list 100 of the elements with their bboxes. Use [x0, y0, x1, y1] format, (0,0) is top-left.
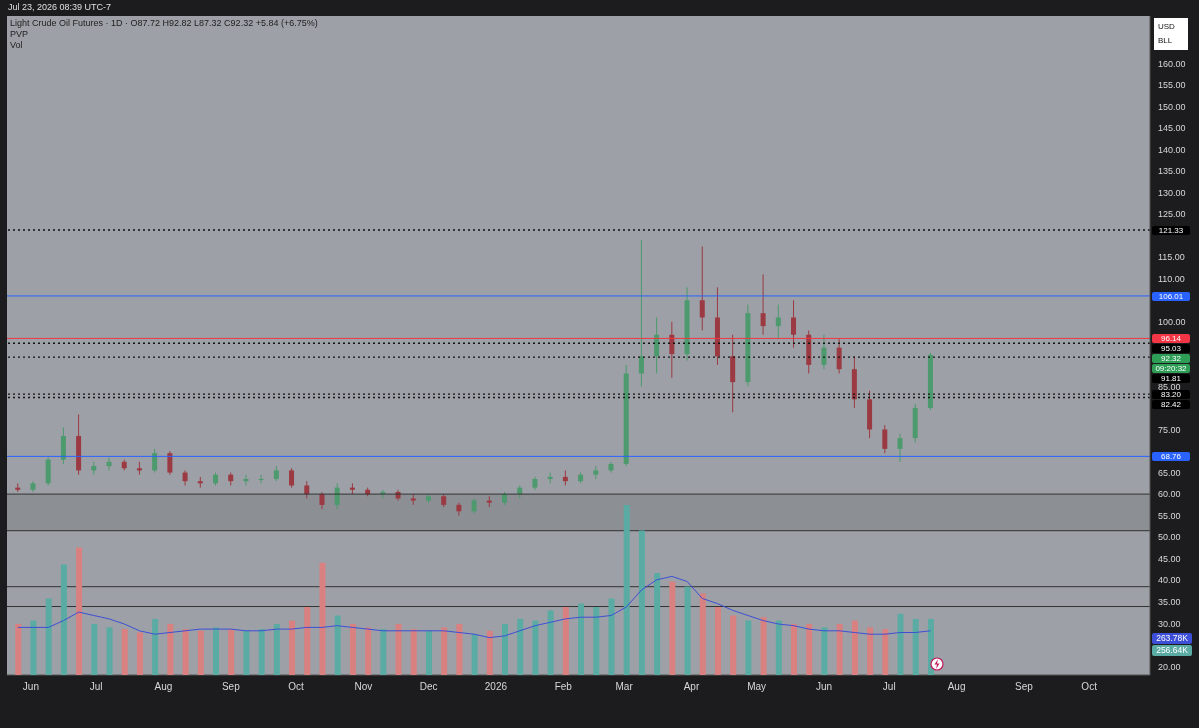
x-tick-label: Aug	[947, 681, 966, 693]
text: USD	[1158, 21, 1176, 33]
bar	[182, 629, 189, 675]
candlestick	[289, 467, 295, 489]
bar	[228, 629, 235, 675]
bar	[897, 613, 904, 675]
bar	[623, 505, 630, 675]
x-tick-label: Jun	[22, 681, 39, 693]
y-tick-label: 60.00	[1158, 489, 1181, 500]
y-tick-label: 45.00	[1158, 553, 1181, 564]
x-tick-label: Feb	[554, 681, 573, 693]
bar	[486, 630, 493, 675]
bar	[578, 603, 585, 675]
x-tick-label: Oct	[288, 681, 305, 693]
y-tick-label: 40.00	[1158, 575, 1181, 586]
bar	[197, 630, 204, 675]
y-tick-label: 75.00	[1158, 424, 1181, 435]
bar	[593, 607, 600, 675]
bar	[532, 620, 539, 675]
ref-line-label: 82.42	[1152, 400, 1190, 410]
bar	[867, 627, 874, 675]
y-tick-label: 125.00	[1158, 209, 1186, 220]
x-tick-label: Mar	[615, 681, 634, 693]
candlestick	[60, 426, 66, 465]
bar	[745, 620, 752, 675]
y-tick-label: 55.00	[1158, 510, 1181, 521]
bar	[517, 618, 524, 675]
bar	[471, 634, 478, 675]
x-tick-label: May	[747, 681, 767, 693]
candlestick	[669, 321, 675, 379]
x-tick-label: Jun	[815, 681, 833, 693]
bar	[502, 624, 509, 675]
x-tick-label: Jul	[89, 681, 103, 693]
text: 92.32	[1152, 354, 1190, 364]
bar	[638, 530, 645, 675]
text: 256.64K	[1152, 644, 1192, 656]
bar	[258, 629, 265, 675]
bar	[365, 627, 372, 675]
bar	[851, 620, 858, 675]
candlestick	[791, 299, 797, 349]
bar	[410, 629, 417, 675]
bar	[395, 624, 402, 675]
bar	[76, 547, 83, 675]
bar	[91, 624, 98, 675]
annotation: Vol	[10, 40, 24, 51]
bar	[273, 624, 280, 675]
bar	[45, 598, 52, 675]
bar	[760, 617, 767, 675]
bar	[836, 624, 843, 675]
y-tick-label: 135.00	[1158, 166, 1186, 177]
bar	[882, 629, 889, 675]
bar	[152, 618, 159, 675]
candlestick	[547, 472, 553, 484]
x-tick-label: 2026	[484, 681, 508, 693]
y-tick-label: 130.00	[1158, 187, 1186, 198]
ref-line-label: 95.03	[1152, 344, 1190, 354]
bar	[806, 624, 813, 675]
bar	[684, 586, 691, 675]
y-tick-label: 160.00	[1158, 58, 1186, 69]
bar	[441, 627, 448, 675]
x-tick-label: Oct	[1081, 681, 1098, 693]
bar	[167, 624, 174, 675]
bar	[654, 573, 661, 675]
candlestick	[258, 474, 264, 484]
bar	[304, 607, 311, 675]
chart-title: Light Crude Oil Futures · 1D · O87.72 H92.82 L87.32 C92.32 +5.84 (+6.75%)	[10, 18, 318, 29]
bar	[562, 607, 569, 675]
bar	[730, 615, 737, 675]
y-tick-label: 155.00	[1158, 80, 1186, 91]
bar	[821, 627, 828, 675]
y-tick-label: 65.00	[1158, 467, 1181, 478]
text: 09:20:32	[1152, 364, 1190, 374]
ref-line-label: 106.01	[1152, 291, 1190, 301]
bar	[30, 620, 37, 675]
y-tick-label: 100.00	[1158, 317, 1186, 328]
bar	[60, 564, 67, 675]
annotation: PVP	[10, 29, 29, 40]
bar	[243, 630, 250, 675]
y-tick-label: 140.00	[1158, 144, 1186, 155]
candlestick	[106, 456, 112, 471]
bar	[456, 624, 463, 675]
x-tick-label: Sep	[1015, 681, 1034, 693]
text: BLL	[1158, 35, 1174, 47]
bar	[15, 624, 22, 675]
candlestick	[608, 461, 614, 474]
bar	[547, 610, 554, 675]
y-tick-label: 145.00	[1158, 123, 1186, 134]
candlestick	[775, 304, 781, 340]
candlestick	[821, 334, 827, 370]
x-tick-label: Nov	[354, 681, 373, 693]
candlestick	[152, 448, 158, 474]
bar	[669, 581, 676, 675]
bar	[334, 615, 341, 675]
candlestick	[182, 469, 188, 486]
y-tick-label: 85.00	[1158, 381, 1181, 392]
candlestick	[638, 239, 644, 387]
candlestick	[45, 456, 51, 486]
y-tick-label: 30.00	[1158, 618, 1181, 629]
y-tick-label: 20.00	[1158, 661, 1181, 672]
candlestick	[456, 502, 462, 517]
